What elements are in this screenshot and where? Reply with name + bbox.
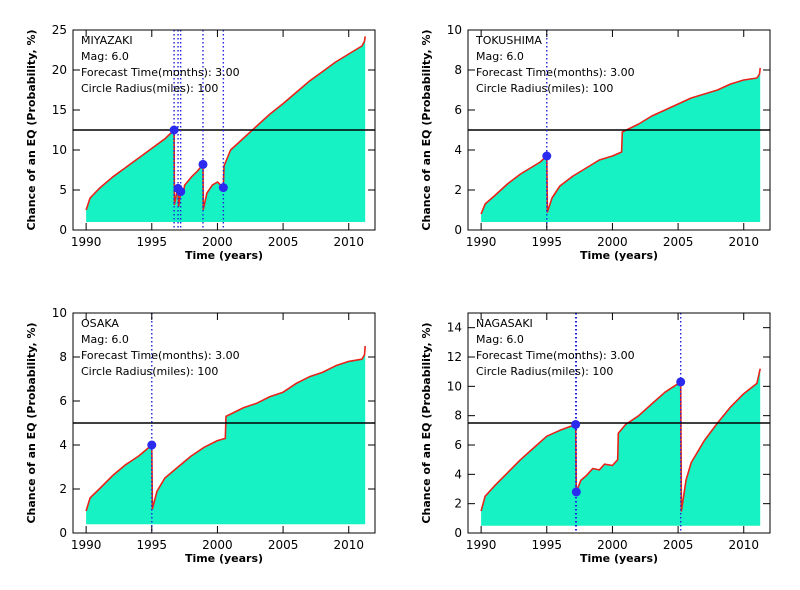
x-tick-label: 1995	[137, 538, 168, 552]
y-tick-label: 20	[52, 63, 67, 77]
x-tick-label: 1995	[532, 538, 563, 552]
y-tick-label: 12	[447, 350, 462, 364]
y-tick-label: 5	[59, 183, 67, 197]
info-radius: Circle Radius(miles): 100	[81, 365, 218, 378]
event-point	[542, 151, 552, 161]
x-tick-label: 2010	[728, 235, 759, 249]
y-tick-label: 2	[59, 482, 67, 496]
y-tick-label: 2	[454, 497, 462, 511]
x-tick-label: 2000	[202, 538, 233, 552]
info-forecast: Forecast Time(months): 3.00	[476, 349, 635, 362]
x-tick-label: 1995	[532, 235, 563, 249]
event-point	[571, 487, 581, 497]
info-radius: Circle Radius(miles): 100	[81, 82, 218, 95]
info-name: TOKUSHIMA	[475, 34, 542, 47]
x-tick-label: 1990	[466, 235, 497, 249]
chart-panel-bottom-left: 1990 1995 2000 2005 2010 0 2 4 6 8 10 Time (years) C…	[25, 306, 376, 565]
x-axis-label: Time (years)	[185, 249, 263, 262]
y-tick-label: 8	[454, 63, 462, 77]
x-axis-label: Time (years)	[580, 552, 658, 565]
probability-line	[85, 345, 366, 512]
y-tick-label: 10	[447, 379, 462, 393]
plot-frame	[72, 312, 376, 534]
y-axis-label: Chance of an EQ (Probability, %)	[420, 29, 433, 230]
x-tick-label: 2010	[728, 538, 759, 552]
info-mag: Mag: 6.0	[476, 50, 524, 63]
plot-frame	[467, 29, 771, 231]
y-tick-label: 15	[52, 103, 67, 117]
info-mag: Mag: 6.0	[81, 50, 129, 63]
y-tick-label: 25	[52, 23, 67, 37]
y-tick-label: 4	[454, 467, 462, 481]
x-tick-label: 2000	[597, 235, 628, 249]
event-point	[169, 125, 179, 135]
y-tick-label: 0	[454, 223, 462, 237]
y-axis-label: Chance of an EQ (Probability, %)	[25, 29, 38, 230]
x-tick-label: 2000	[202, 235, 233, 249]
x-tick-label: 1990	[466, 538, 497, 552]
event-point	[676, 377, 686, 387]
info-radius: Circle Radius(miles): 100	[476, 82, 613, 95]
x-tick-label: 1990	[71, 235, 102, 249]
y-tick-label: 6	[454, 438, 462, 452]
x-tick-label: 1990	[71, 538, 102, 552]
y-tick-label: 4	[59, 438, 67, 452]
y-axis-label: Chance of an EQ (Probability, %)	[25, 322, 38, 523]
x-tick-label: 2005	[268, 235, 299, 249]
info-name: MIYAZAKI	[81, 34, 133, 47]
event-point	[198, 159, 208, 169]
chart-panel-bottom-right: 1990 1995 2000 2005 2010 0 2 4 6 8 10 12 14 Time (yea…	[420, 312, 771, 565]
y-tick-label: 8	[59, 350, 67, 364]
info-forecast: Forecast Time(months): 3.00	[81, 349, 240, 362]
event-point	[218, 183, 228, 193]
y-tick-label: 8	[454, 409, 462, 423]
x-tick-label: 2010	[333, 235, 364, 249]
x-tick-label: 2005	[663, 235, 694, 249]
x-tick-label: 2005	[268, 538, 299, 552]
event-point	[147, 440, 157, 450]
probability-area	[86, 36, 366, 223]
y-tick-label: 6	[59, 394, 67, 408]
event-point	[176, 187, 186, 197]
y-tick-label: 2	[454, 183, 462, 197]
info-name: NAGASAKI	[476, 317, 533, 330]
y-tick-label: 10	[52, 306, 67, 320]
probability-area	[481, 68, 761, 222]
info-forecast: Forecast Time(months): 3.00	[476, 66, 635, 79]
y-tick-label: 0	[59, 526, 67, 540]
probability-line	[480, 368, 761, 512]
chart-panel-top-left: 1990 1995 2000 2005 2010 0 5 10 15 20 25 Time (year…	[25, 23, 376, 262]
y-tick-label: 6	[454, 103, 462, 117]
y-tick-label: 10	[52, 143, 67, 157]
x-tick-label: 2010	[333, 538, 364, 552]
probability-area	[481, 368, 761, 526]
y-tick-label: 0	[59, 223, 67, 237]
y-tick-label: 0	[454, 526, 462, 540]
event-point	[571, 419, 581, 429]
x-tick-label: 1995	[137, 235, 168, 249]
info-mag: Mag: 6.0	[81, 333, 129, 346]
info-radius: Circle Radius(miles): 100	[476, 365, 613, 378]
info-forecast: Forecast Time(months): 3.00	[81, 66, 240, 79]
x-tick-label: 2005	[663, 538, 694, 552]
y-tick-label: 4	[454, 143, 462, 157]
plot-frame	[72, 29, 376, 231]
x-tick-label: 2000	[597, 538, 628, 552]
y-tick-label: 10	[447, 23, 462, 37]
info-name: OSAKA	[81, 317, 119, 330]
x-axis-label: Time (years)	[185, 552, 263, 565]
probability-line	[480, 67, 761, 215]
y-axis-label: Chance of an EQ (Probability, %)	[420, 322, 433, 523]
info-mag: Mag: 6.0	[476, 333, 524, 346]
chart-panel-top-right: 1990 1995 2000 2005 2010 0 2 4 6 8 10 Time (years) C…	[420, 23, 771, 262]
plot-frame	[467, 312, 771, 534]
y-tick-label: 14	[447, 321, 462, 335]
x-axis-label: Time (years)	[580, 249, 658, 262]
